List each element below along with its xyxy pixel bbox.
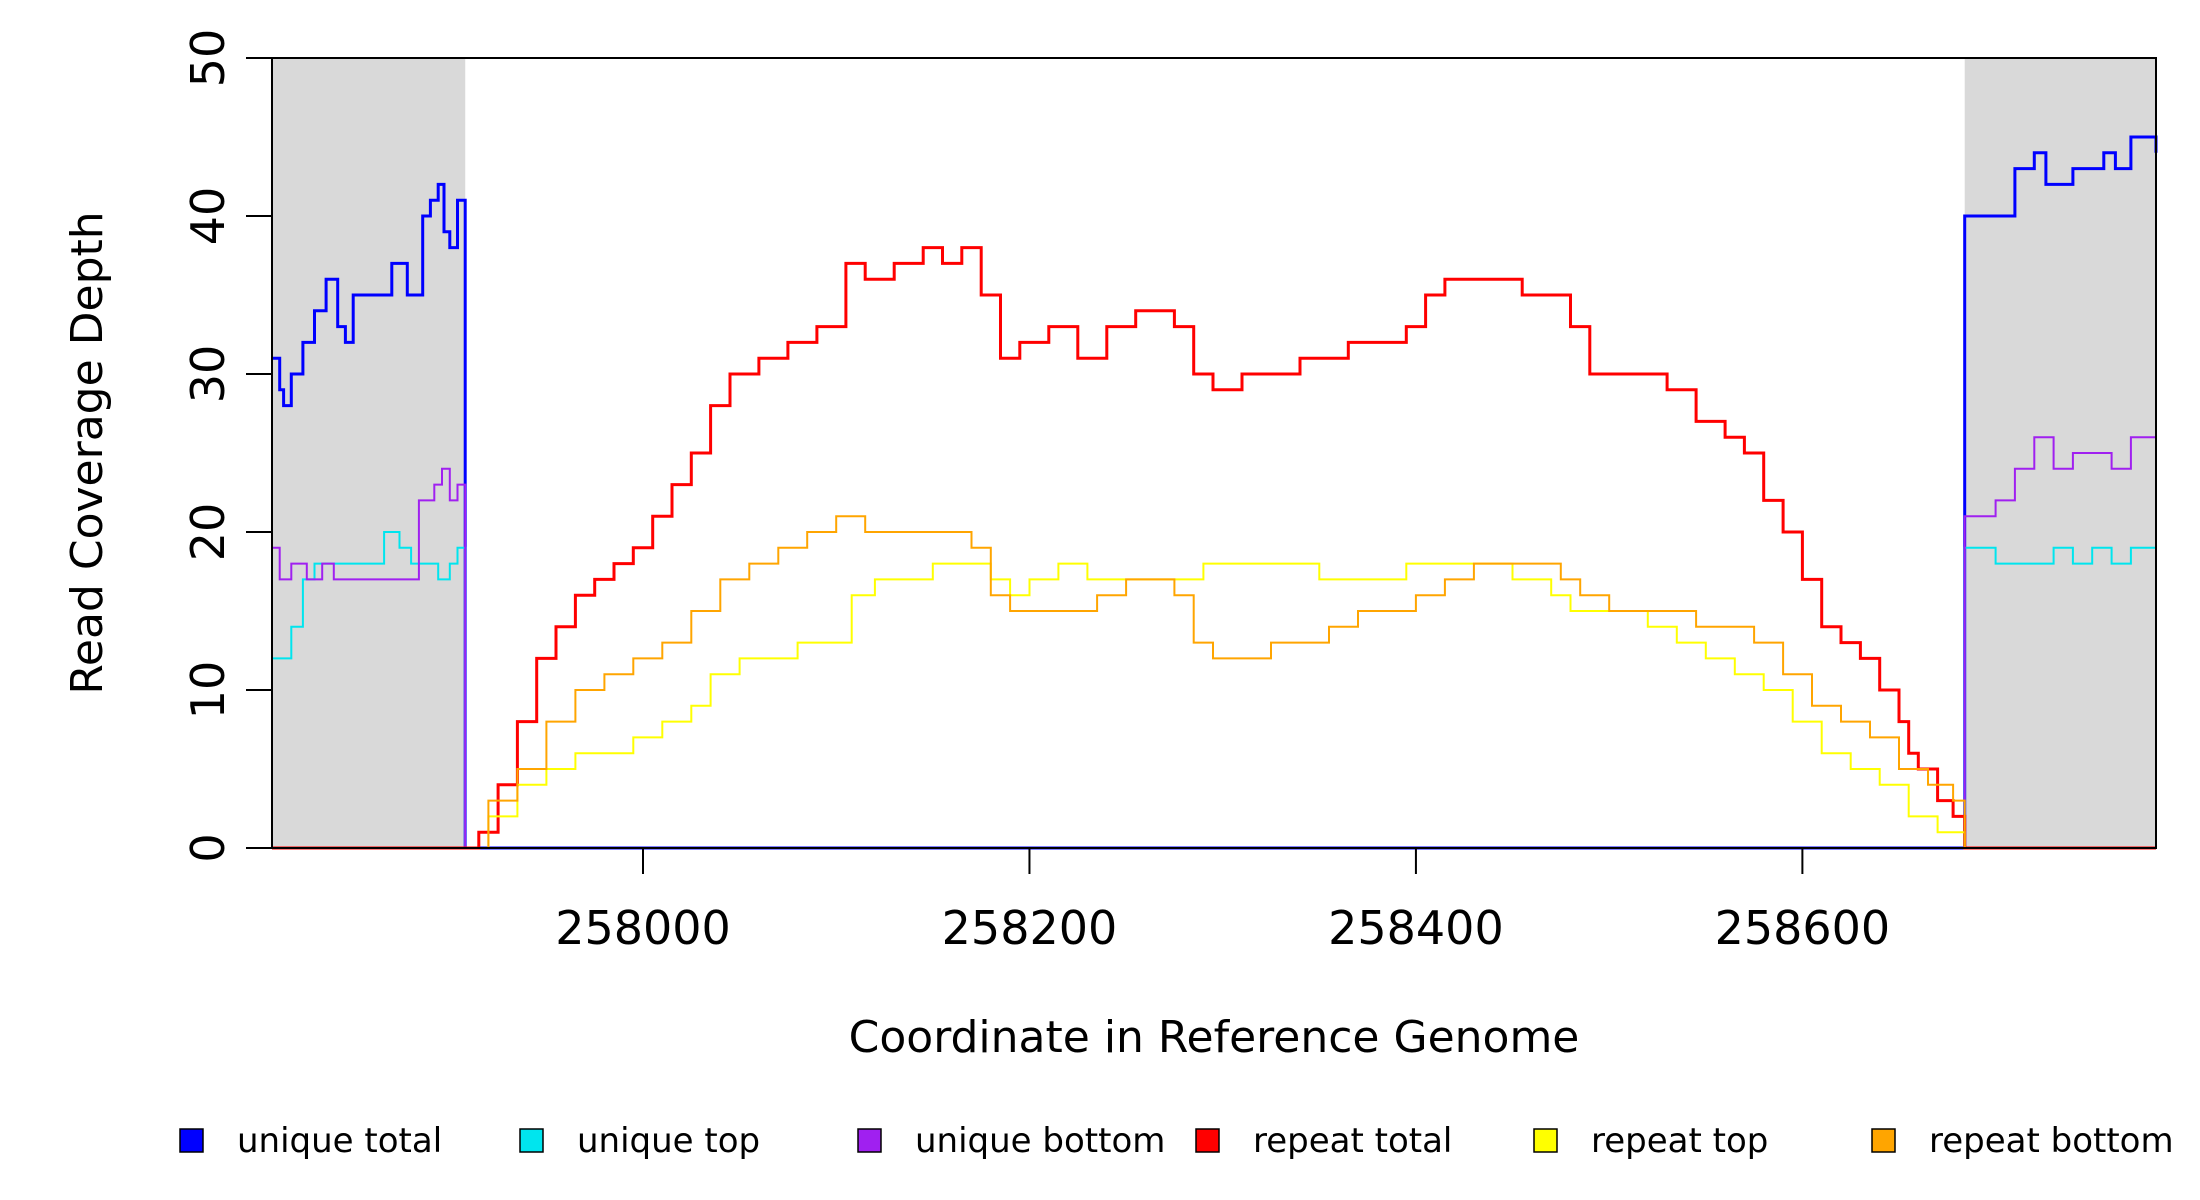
series-lines [272, 135, 2158, 850]
y-tick-label-10: 10 [181, 661, 235, 720]
legend: unique total unique top unique bottom repea… [179, 1121, 2174, 1161]
x-axis: 258000 258200 258400 258600 [555, 848, 1890, 955]
y-tick-label-40: 40 [181, 187, 235, 246]
series-line-unique-bottom [272, 436, 2157, 849]
shaded-region-1 [272, 58, 466, 848]
legend-label-repeat-total: repeat total [1253, 1121, 1452, 1161]
legend-label-unique-total: unique total [237, 1121, 442, 1161]
series-line-unique-total [272, 135, 2158, 850]
y-axis-title: Read Coverage Depth [62, 211, 113, 694]
series-line-repeat-top [272, 562, 2156, 849]
series-line-repeat-bottom [272, 515, 2156, 849]
legend-swatch-unique-total [179, 1128, 204, 1153]
x-tick-label-258000: 258000 [555, 901, 731, 955]
plot-frame [271, 57, 2157, 849]
shaded-region-2 [1964, 58, 2156, 848]
legend-swatch-repeat-total [1195, 1128, 1220, 1153]
y-tick-label-0: 0 [181, 833, 235, 862]
y-axis: 0 10 20 30 40 50 [181, 29, 272, 863]
legend-label-unique-bottom: unique bottom [915, 1121, 1165, 1161]
legend-swatch-repeat-top [1533, 1128, 1558, 1153]
series-line-repeat-total [272, 246, 2156, 850]
y-tick-label-30: 30 [181, 345, 235, 404]
legend-swatch-repeat-bottom [1871, 1128, 1896, 1153]
y-tick-label-50: 50 [181, 29, 235, 88]
y-tick-label-20: 20 [181, 503, 235, 562]
legend-label-repeat-top: repeat top [1591, 1121, 1768, 1161]
x-axis-title: Coordinate in Reference Genome [849, 1012, 1580, 1063]
series-line-unique-top [272, 531, 2156, 849]
shaded-regions [272, 58, 2156, 848]
x-tick-label-258400: 258400 [1328, 901, 1504, 955]
x-tick-label-258600: 258600 [1715, 901, 1891, 955]
legend-label-repeat-bottom: repeat bottom [1929, 1121, 2174, 1161]
legend-label-unique-top: unique top [577, 1121, 760, 1161]
legend-swatch-unique-bottom [857, 1128, 882, 1153]
legend-swatch-unique-top [519, 1128, 544, 1153]
x-tick-label-258200: 258200 [942, 901, 1118, 955]
